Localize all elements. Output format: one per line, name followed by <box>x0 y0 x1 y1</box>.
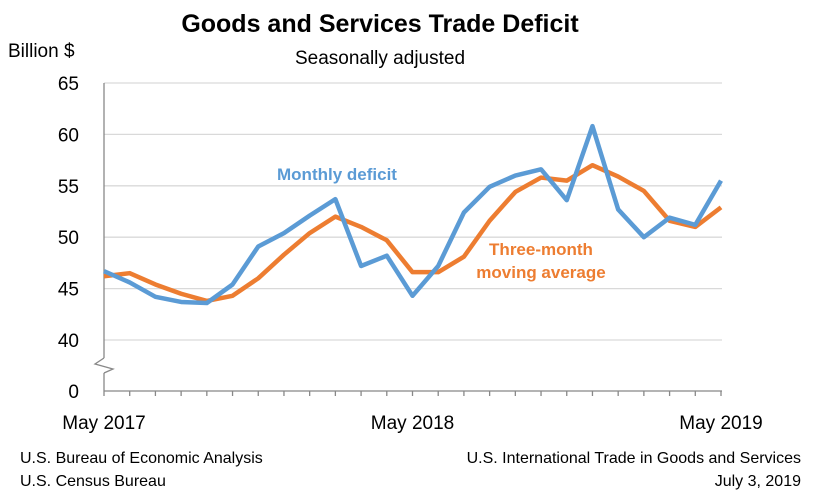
y-tick-label: 55 <box>58 177 79 198</box>
x-tick-label: May 2019 <box>679 413 762 434</box>
series-line-monthly-deficit <box>103 123 723 306</box>
legend-label-moving-average: moving average <box>476 263 605 282</box>
legend-label-moving-average: Three-month <box>489 240 593 259</box>
y-tick-label: 60 <box>58 125 79 146</box>
y-tick-label: 40 <box>58 331 79 352</box>
axis-break-icon <box>93 357 115 374</box>
legend-label-monthly-deficit: Monthly deficit <box>277 165 397 184</box>
chart-title: Goods and Services Trade Deficit <box>181 10 579 38</box>
x-tick-label: May 2018 <box>371 413 454 434</box>
y-tick-label: 50 <box>58 228 79 249</box>
source-line-1: U.S. Bureau of Economic Analysis <box>20 450 263 467</box>
release-date: July 3, 2019 <box>714 473 801 490</box>
x-tick-label: May 2017 <box>62 413 145 434</box>
chart-subtitle: Seasonally adjusted <box>294 48 466 69</box>
y-tick-label: 0 <box>68 382 79 403</box>
y-tick-label: 45 <box>58 280 79 301</box>
y-axis-label: Billion $ <box>8 41 75 62</box>
y-tick-label: 65 <box>58 74 79 95</box>
report-name: U.S. International Trade in Goods and Se… <box>466 450 801 467</box>
source-line-2: U.S. Census Bureau <box>20 473 166 490</box>
